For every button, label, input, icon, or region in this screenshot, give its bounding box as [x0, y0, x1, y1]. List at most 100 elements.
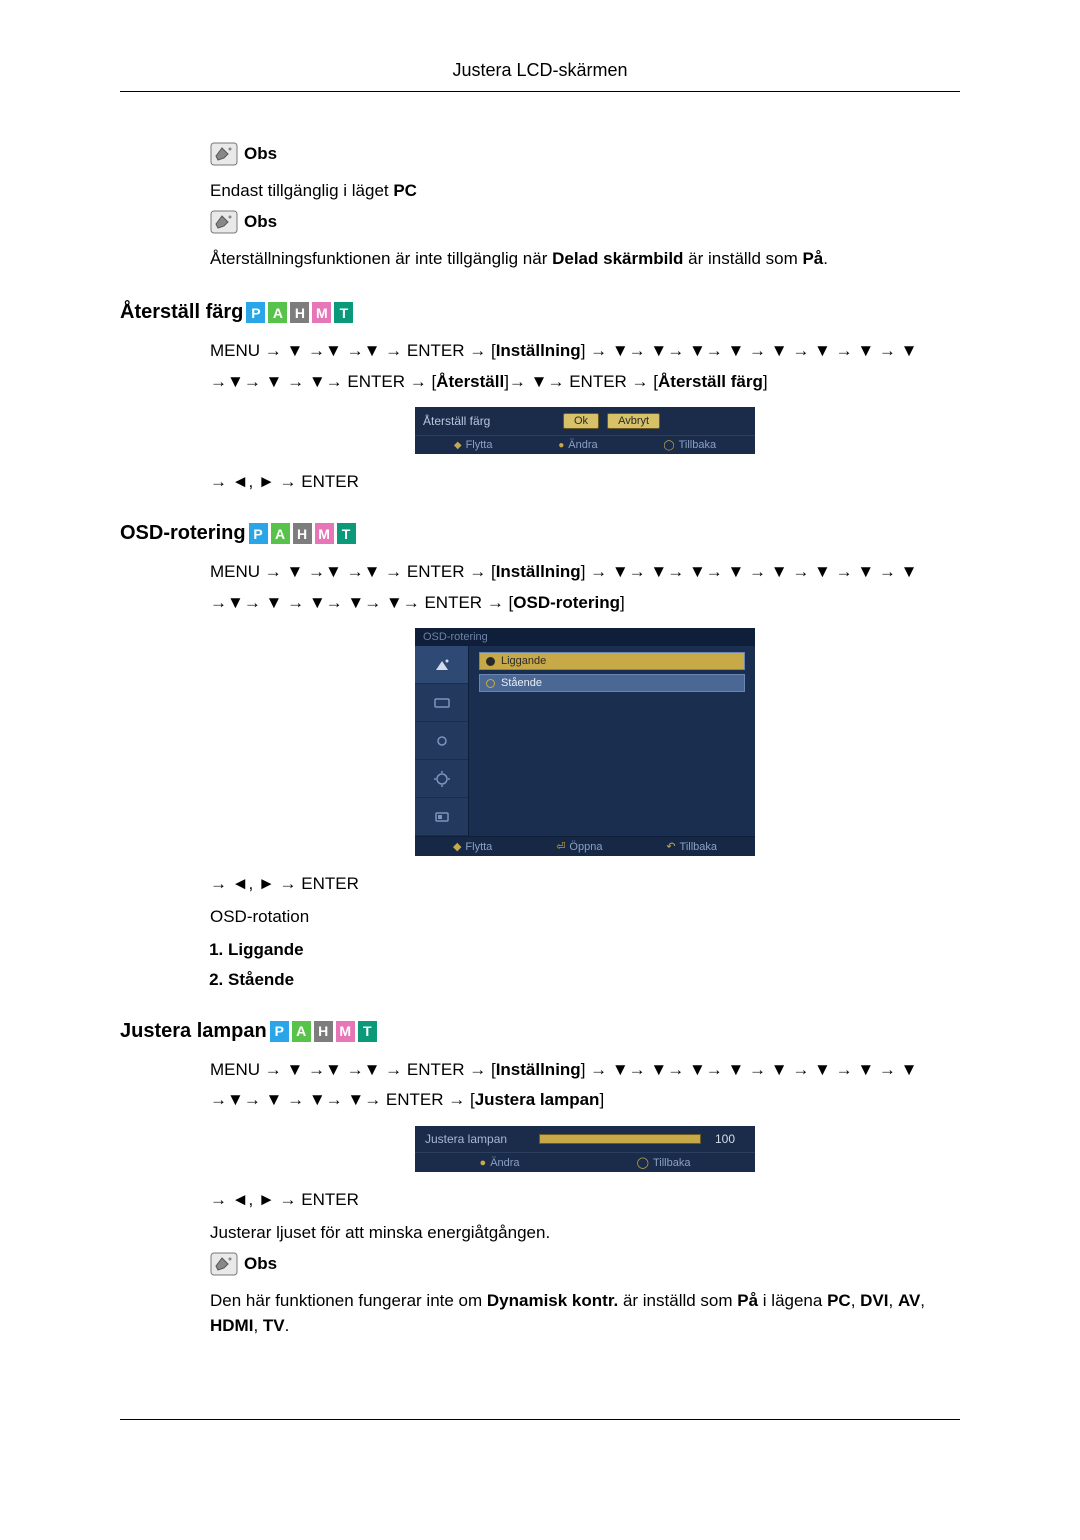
side-icon-5[interactable] — [415, 798, 468, 836]
badge-t: T — [358, 1021, 377, 1042]
lamp-desc: Justerar ljuset för att minska energiåtg… — [210, 1220, 960, 1246]
enter-line: → ◄, ► → ENTER — [210, 874, 960, 894]
nav-path: MENU → ▼ →▼ →▼ → ENTER → [Inställning] →… — [210, 1055, 960, 1116]
text: Den här funktionen fungerar inte om — [210, 1291, 487, 1310]
text: i lägena — [758, 1291, 827, 1310]
badge-p: P — [246, 302, 265, 323]
panel-sidebar — [415, 646, 469, 836]
page-header: Justera LCD-skärmen — [120, 60, 960, 92]
text-bold: På — [802, 249, 823, 268]
badge-h: H — [293, 523, 312, 544]
lamp-value: 100 — [715, 1132, 745, 1146]
nav-bracket: Inställning — [496, 341, 581, 360]
side-icon-4[interactable] — [415, 760, 468, 798]
nav-menu: MENU — [210, 562, 260, 581]
note-row: Obs — [210, 1252, 960, 1276]
note-icon — [210, 1252, 238, 1276]
footer-back: ↶ Tillbaka — [666, 840, 717, 853]
footer-label: Flytta — [465, 841, 492, 853]
badge-t: T — [334, 302, 353, 323]
osd-option-landscape[interactable]: Liggande — [479, 652, 745, 670]
panel-footer: ● Ändra ◯ Tillbaka — [415, 1152, 755, 1172]
badge-a: A — [268, 302, 287, 323]
page: Justera LCD-skärmen Obs Endast tillgängl… — [0, 0, 1080, 1540]
lamp-slider[interactable] — [539, 1134, 701, 1144]
side-icon-1[interactable] — [415, 646, 468, 684]
footer-change: ●Ändra — [558, 439, 597, 451]
panel-footer: ◆Flytta ●Ändra ◯Tillbaka — [415, 435, 755, 454]
text-bold: PC — [827, 1291, 851, 1310]
nav-enter: ENTER — [347, 372, 405, 391]
text: . — [823, 249, 828, 268]
text: är inställd som — [618, 1291, 737, 1310]
nav-menu: MENU — [210, 341, 260, 360]
panel-row: Återställ färg Ok Avbryt — [415, 407, 755, 435]
option-label: Liggande — [501, 655, 546, 667]
list-item: Stående — [228, 970, 960, 990]
nav-bracket: Justera lampan — [475, 1090, 600, 1109]
section-title-reset-color: Återställ färg P A H M T — [120, 301, 960, 324]
ok-button[interactable]: Ok — [563, 413, 599, 429]
enter-line: → ◄, ► → ENTER — [210, 1190, 960, 1210]
nav-enter: ENTER — [407, 1060, 465, 1079]
panel-header: OSD-rotering — [415, 628, 755, 646]
text: Endast tillgänglig i läget — [210, 181, 393, 200]
nav-bracket: Inställning — [496, 562, 581, 581]
side-icon-3[interactable] — [415, 722, 468, 760]
side-icon-2[interactable] — [415, 684, 468, 722]
text-bold: AV — [898, 1291, 920, 1310]
option-label: Stående — [501, 677, 542, 689]
panel-main: Liggande Stående — [469, 646, 755, 836]
footer-label: Flytta — [466, 439, 493, 451]
note-row: Obs — [210, 142, 960, 166]
footer-back: ◯Tillbaka — [663, 439, 716, 451]
text-bold: DVI — [860, 1291, 888, 1310]
badge-p: P — [270, 1021, 289, 1042]
footer-back: ◯ Tillbaka — [637, 1156, 691, 1169]
text-bold: PC — [393, 181, 417, 200]
footer-label: Ändra — [568, 439, 597, 451]
section-title-text: Justera lampan — [120, 1020, 267, 1043]
footer-label: Tillbaka — [653, 1157, 691, 1169]
panel-row: Justera lampan 100 — [415, 1126, 755, 1152]
text: . — [285, 1316, 290, 1335]
footer-label: Tillbaka — [680, 841, 718, 853]
cancel-button[interactable]: Avbryt — [607, 413, 660, 429]
footer-rule — [120, 1419, 960, 1420]
text: , — [253, 1316, 262, 1335]
badge-a: A — [292, 1021, 311, 1042]
panel-body: Liggande Stående — [415, 646, 755, 836]
note-icon — [210, 142, 238, 166]
osd-option-portrait[interactable]: Stående — [479, 674, 745, 692]
panel-buttons: Ok Avbryt — [563, 413, 660, 429]
badge-t: T — [337, 523, 356, 544]
text-line: Återställningsfunktionen är inte tillgän… — [210, 246, 960, 272]
footer-move: ◆ Flytta — [453, 840, 492, 853]
nav-enter: ENTER — [386, 1090, 444, 1109]
text: , — [920, 1291, 925, 1310]
osd-panel-rotation: OSD-rotering Liggande Stående ◆ Flytta ⏎… — [415, 628, 755, 856]
rotation-list: Liggande Stående — [228, 940, 960, 990]
badge-m: M — [312, 302, 331, 323]
enter-line: → ◄, ► → ENTER — [210, 472, 960, 492]
nav-bracket: Återställ färg — [658, 372, 763, 391]
nav-enter: ENTER — [407, 341, 465, 360]
text-bold: På — [737, 1291, 758, 1310]
badge-m: M — [336, 1021, 355, 1042]
list-item: Liggande — [228, 940, 960, 960]
nav-enter: ENTER — [569, 372, 627, 391]
nav-bracket: Inställning — [496, 1060, 581, 1079]
badge-h: H — [314, 1021, 333, 1042]
badge-h: H — [290, 302, 309, 323]
note-icon — [210, 210, 238, 234]
lamp-note: Den här funktionen fungerar inte om Dyna… — [210, 1288, 960, 1339]
badge-p: P — [249, 523, 268, 544]
text: Återställningsfunktionen är inte tillgän… — [210, 249, 552, 268]
text-bold: Dynamisk kontr. — [487, 1291, 618, 1310]
badge-a: A — [271, 523, 290, 544]
footer-label: Öppna — [569, 841, 602, 853]
text-bold: Delad skärmbild — [552, 249, 683, 268]
section-title-text: OSD-rotering — [120, 522, 246, 545]
nav-menu: MENU — [210, 1060, 260, 1079]
text: är inställd som — [683, 249, 802, 268]
